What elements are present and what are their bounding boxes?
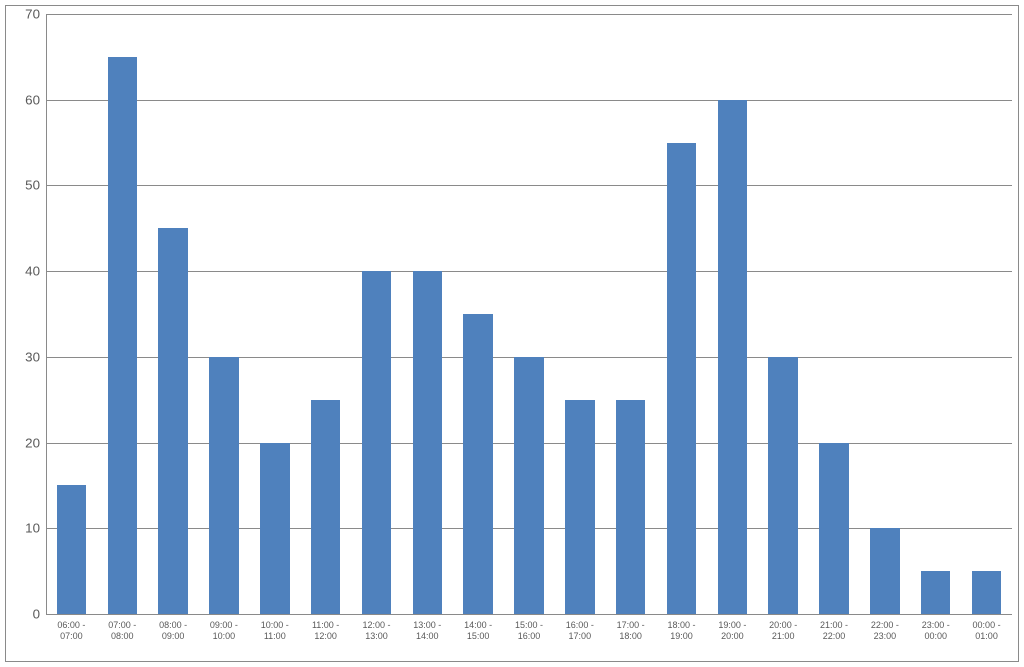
x-tick-label: 12:00 - 13:00 — [351, 620, 402, 642]
gridline — [46, 271, 1012, 272]
bar — [209, 357, 238, 614]
bar — [819, 443, 848, 614]
y-tick-label: 60 — [16, 92, 40, 107]
bar — [768, 357, 797, 614]
bar — [108, 57, 137, 614]
y-tick-label: 50 — [16, 178, 40, 193]
x-tick-label: 07:00 - 08:00 — [97, 620, 148, 642]
bar — [463, 314, 492, 614]
bar — [870, 528, 899, 614]
bar — [413, 271, 442, 614]
x-tick-label: 08:00 - 09:00 — [148, 620, 199, 642]
y-tick-label: 10 — [16, 521, 40, 536]
x-tick-label: 21:00 - 22:00 — [809, 620, 860, 642]
plot-area — [46, 14, 1012, 614]
x-tick-label: 16:00 - 17:00 — [554, 620, 605, 642]
y-axis-line — [46, 14, 47, 614]
x-tick-label: 18:00 - 19:00 — [656, 620, 707, 642]
x-tick-label: 10:00 - 11:00 — [249, 620, 300, 642]
gridline — [46, 14, 1012, 15]
x-tick-label: 22:00 - 23:00 — [859, 620, 910, 642]
x-tick-label: 15:00 - 16:00 — [504, 620, 555, 642]
bar — [616, 400, 645, 614]
bar — [362, 271, 391, 614]
x-tick-label: 19:00 - 20:00 — [707, 620, 758, 642]
x-tick-label: 23:00 - 00:00 — [910, 620, 961, 642]
gridline — [46, 614, 1012, 615]
bar — [921, 571, 950, 614]
bar — [514, 357, 543, 614]
y-tick-label: 0 — [16, 607, 40, 622]
x-tick-label: 00:00 - 01:00 — [961, 620, 1012, 642]
bar — [718, 100, 747, 614]
y-tick-label: 70 — [16, 7, 40, 22]
bar — [57, 485, 86, 614]
bar — [311, 400, 340, 614]
y-tick-label: 20 — [16, 435, 40, 450]
x-tick-label: 09:00 - 10:00 — [199, 620, 250, 642]
x-tick-label: 14:00 - 15:00 — [453, 620, 504, 642]
bar — [260, 443, 289, 614]
bar — [972, 571, 1001, 614]
x-tick-label: 20:00 - 21:00 — [758, 620, 809, 642]
bar — [667, 143, 696, 614]
chart-container: 0 10 20 30 40 50 60 70 06:00 - 07:0007:00 - 08:0… — [0, 0, 1024, 667]
x-tick-label: 13:00 - 14:00 — [402, 620, 453, 642]
x-tick-label: 06:00 - 07:00 — [46, 620, 97, 642]
bar — [565, 400, 594, 614]
x-tick-label: 11:00 - 12:00 — [300, 620, 351, 642]
gridline — [46, 185, 1012, 186]
y-tick-label: 40 — [16, 264, 40, 279]
gridline — [46, 100, 1012, 101]
x-tick-label: 17:00 - 18:00 — [605, 620, 656, 642]
y-tick-label: 30 — [16, 349, 40, 364]
bar — [158, 228, 187, 614]
